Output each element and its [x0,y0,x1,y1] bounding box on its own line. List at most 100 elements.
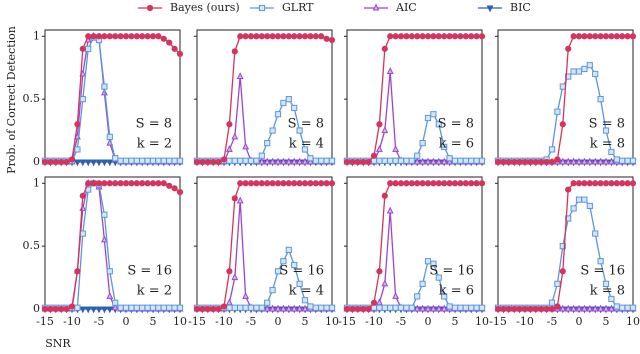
data-point [290,157,298,165]
data-point [419,140,426,147]
data-point [532,158,539,166]
data-point [84,159,92,167]
y-tick-label: 1 [33,176,40,189]
data-point [376,304,383,311]
data-point [408,33,415,40]
data-point [430,260,437,267]
data-point [323,157,330,164]
data-point [307,180,314,187]
x-tick-label: 0 [275,315,282,328]
data-point [328,157,336,164]
data-point [144,33,151,40]
data-point [429,304,437,312]
x-tick-label: -10 [63,315,81,328]
data-point [274,111,282,118]
data-point [155,180,162,187]
data-point [90,33,97,40]
data-point [511,305,518,313]
data-point [95,180,103,187]
data-point [349,305,356,313]
data-point [570,33,577,40]
data-point [403,157,410,164]
data-point [392,145,400,152]
x-tick-label: 5 [150,315,157,328]
data-point [435,274,442,281]
data-point [117,33,124,40]
data-point [112,155,119,162]
data-point [462,157,469,164]
data-point [602,157,610,165]
data-point [100,159,108,167]
data-point [237,33,244,40]
data-point [231,48,238,55]
data-point [247,304,255,311]
data-point [548,146,556,153]
data-point [95,33,103,40]
data-point [68,303,76,310]
data-point [307,303,314,310]
data-point [176,50,184,57]
data-point [280,180,287,187]
data-point [478,33,486,40]
annotation: k = 2 [137,137,172,152]
data-point [446,33,453,40]
data-point [258,304,265,311]
data-point [112,299,119,306]
data-point [478,304,486,311]
data-point [516,305,523,313]
data-point [586,304,594,312]
data-point [160,180,167,187]
data-point [280,99,287,107]
data-point [554,280,561,287]
data-point [226,304,233,311]
x-tick-label: 5 [603,315,610,328]
data-point [403,33,410,40]
data-point [387,180,394,187]
data-point [307,33,314,40]
x-tick-label: -10 [215,315,233,328]
data-point [63,305,70,313]
data-point [457,180,464,187]
data-point [392,157,399,164]
data-point [117,180,124,187]
data-point [128,180,135,187]
data-point [414,152,421,159]
data-point [619,180,626,187]
annotation: k = 4 [289,137,324,152]
data-point [204,158,211,166]
x-tick-label: 5 [452,315,459,328]
data-point [370,157,378,164]
data-point [597,157,605,165]
data-point [144,304,151,311]
data-point [106,268,113,275]
data-point [607,304,615,312]
data-point [144,157,151,164]
data-point [155,304,162,311]
data-point [462,33,469,40]
data-point [575,157,583,165]
data-point [468,180,475,187]
data-point [247,180,255,187]
data-point [274,268,282,275]
data-point [592,70,599,78]
data-point [215,158,222,166]
data-point [586,33,593,40]
data-point [607,157,615,165]
data-point [575,196,583,203]
data-point [253,157,260,164]
data-point [296,304,304,312]
data-point [451,157,459,164]
data-point [424,157,432,165]
data-point [441,180,448,187]
data-point [58,305,65,313]
data-point [171,45,178,52]
x-tick-label: -15 [36,315,54,328]
data-point [301,157,309,165]
data-point [296,180,303,187]
data-point [90,180,97,187]
data-point [602,127,610,134]
data-point [149,157,157,164]
data-point [619,304,626,311]
data-point [376,157,383,164]
data-point [473,304,480,311]
